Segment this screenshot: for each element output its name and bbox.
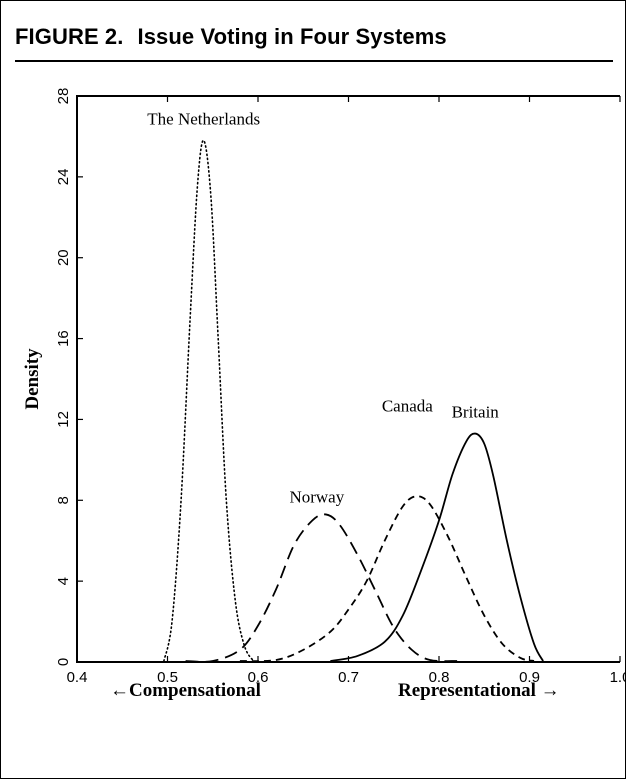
figure-title-text: Issue Voting in Four Systems [137, 24, 447, 49]
y-tick-label: 24 [55, 169, 72, 186]
series-line-norway [185, 513, 458, 663]
x-tick-label: 0.6 [248, 669, 269, 686]
y-axis-title: Density [22, 348, 43, 410]
series-label-norway: Norway [289, 487, 344, 506]
x-tick-label: 0.7 [338, 669, 359, 686]
representational-label: Representational → [398, 680, 560, 701]
y-tick-label: 20 [55, 249, 72, 266]
title-rule [15, 60, 613, 62]
series-label-britain: Britain [452, 402, 500, 421]
series-labels: The Netherlands Norway Canada Britain [147, 109, 499, 506]
series-label-canada: Canada [382, 396, 433, 415]
figure-title: FIGURE 2. Issue Voting in Four Systems [15, 24, 447, 50]
x-tick-label: 1.0 [610, 669, 626, 686]
plot-border [76, 95, 620, 663]
series-line-the-netherlands [163, 139, 255, 662]
y-tick-label: 16 [55, 330, 72, 347]
x-tick-label: 0.4 [67, 669, 88, 686]
y-tick-label: 4 [55, 577, 72, 585]
axes: Density [22, 95, 620, 663]
x-tick-label: 0.9 [519, 669, 540, 686]
y-tick-label: 28 [55, 88, 72, 105]
y-tick-label: 8 [55, 496, 72, 504]
y-tick-label: 12 [55, 411, 72, 428]
figure-label: FIGURE 2. [15, 24, 124, 49]
ticks: 0.4 0.5 0.6 0.7 0.8 0.9 1.0 0 4 8 12 16 20 24 28 [55, 88, 626, 686]
compensational-label: ←Compensational [110, 680, 261, 701]
x-tick-label: 0.8 [429, 669, 450, 686]
series-label-the-netherlands: The Netherlands [147, 109, 260, 128]
x-tick-label: 0.5 [157, 669, 178, 686]
series-lines [163, 139, 544, 663]
series-line-canada [239, 495, 535, 663]
y-tick-label: 0 [55, 658, 72, 666]
series-line-britain [330, 432, 544, 662]
